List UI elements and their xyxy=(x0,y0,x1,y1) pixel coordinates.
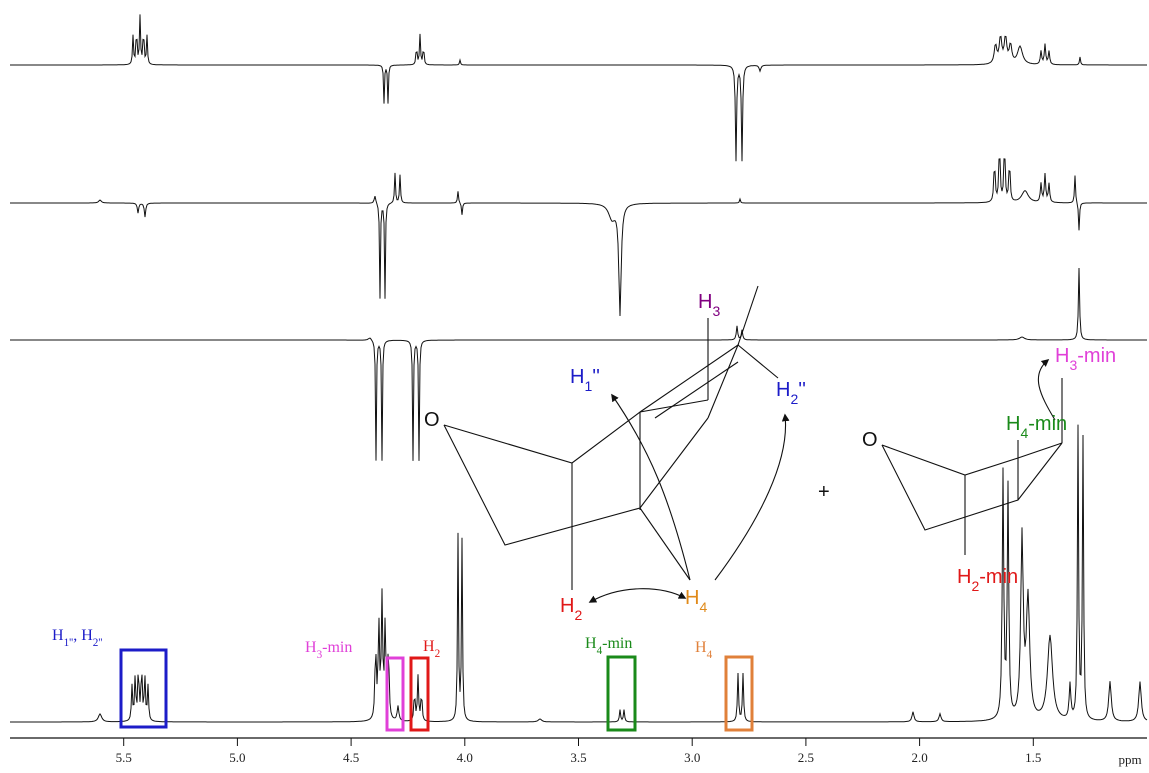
subscript: 2'' xyxy=(93,637,103,649)
peak-label: H3-min xyxy=(305,639,352,661)
spectrum-trace xyxy=(10,267,1147,461)
label-text: O xyxy=(424,409,440,431)
bond xyxy=(639,507,691,581)
subscript: 1 xyxy=(584,378,592,394)
label-text: H xyxy=(1055,345,1069,367)
spectrum-trace xyxy=(10,424,1148,723)
subscript: 2 xyxy=(971,578,979,594)
bond xyxy=(654,361,739,419)
label-text: , H xyxy=(73,627,93,644)
subscript: 3 xyxy=(317,649,323,661)
x-tick-label: 4.5 xyxy=(343,750,359,765)
label-text: H xyxy=(776,379,790,401)
label-text: H xyxy=(695,639,707,656)
spectrum-trace xyxy=(10,14,1147,162)
label-text: O xyxy=(862,429,878,451)
bond xyxy=(443,399,709,464)
label-text: '' xyxy=(592,366,600,388)
x-tick-label: 5.5 xyxy=(116,750,132,765)
bond xyxy=(737,344,779,379)
subscript: 2 xyxy=(790,391,798,407)
label-text: H xyxy=(685,587,699,609)
label-text: H xyxy=(1006,413,1020,435)
label-text: + xyxy=(818,481,830,503)
label-text: H xyxy=(698,291,712,313)
peak-label: H4-min xyxy=(585,635,632,657)
label-text: -min xyxy=(979,566,1018,588)
x-tick-label: 5.0 xyxy=(229,750,245,765)
atom-label: H2-min xyxy=(957,566,1018,594)
label-text: -min xyxy=(322,639,352,656)
x-tick-label: 3.5 xyxy=(570,750,586,765)
x-tick-label: 3.0 xyxy=(684,750,700,765)
label-text: H xyxy=(957,566,971,588)
peak-label: H1'', H2'' xyxy=(52,627,102,649)
x-tick-label: 4.0 xyxy=(457,750,473,765)
subscript: 2 xyxy=(435,648,441,660)
label-text: H xyxy=(305,639,317,656)
atom-label: H3-min xyxy=(1055,345,1116,373)
x-tick-label: 2.5 xyxy=(798,750,814,765)
bond xyxy=(737,285,759,346)
peak-label: H4 xyxy=(695,639,713,661)
atom-label: O xyxy=(862,429,878,451)
arrow xyxy=(588,588,687,603)
atom-label: H2'' xyxy=(776,379,806,407)
subscript: 4 xyxy=(1020,425,1028,441)
x-tick-label: 2.0 xyxy=(911,750,927,765)
atom-label: H2 xyxy=(560,595,582,623)
atom-label: H4-min xyxy=(1006,413,1067,441)
label-text: -min xyxy=(602,635,632,652)
arrow xyxy=(611,393,691,581)
subscript: 4 xyxy=(597,645,603,657)
structure-minor xyxy=(881,359,1063,555)
spectra xyxy=(10,14,1148,723)
subscript: 3 xyxy=(1069,357,1077,373)
label-text: H xyxy=(52,627,64,644)
atom-label: H3 xyxy=(698,291,720,319)
subscript: 1'' xyxy=(64,637,74,649)
atom-label: H1'' xyxy=(570,366,600,394)
peak-box xyxy=(724,655,754,732)
bond xyxy=(881,442,1063,531)
peak-box xyxy=(409,656,430,732)
arrow xyxy=(714,413,790,581)
atom-label: + xyxy=(818,481,830,503)
atom-label: O xyxy=(424,409,440,431)
bond xyxy=(881,442,1063,476)
peak-box xyxy=(119,648,168,729)
label-text: H xyxy=(570,366,584,388)
x-tick-label: 1.5 xyxy=(1025,750,1041,765)
subscript: 4 xyxy=(707,649,713,661)
subscript: 4 xyxy=(699,599,707,615)
bond xyxy=(639,343,740,419)
subscript: 2 xyxy=(574,607,582,623)
label-text: H xyxy=(560,595,574,617)
label-text: H xyxy=(423,638,435,655)
label-text: H xyxy=(585,635,597,652)
spectrum-trace xyxy=(10,158,1147,317)
atom-label: H4 xyxy=(685,587,707,615)
peak-box xyxy=(606,655,637,732)
x-axis-label: ppm xyxy=(1118,752,1141,767)
peak-box xyxy=(385,656,405,732)
label-text: -min xyxy=(1077,345,1116,367)
x-axis: 5.5 5.0 4.5 4.0 3.5 3.0 2.5 2.0 1.5 ppm xyxy=(10,737,1147,767)
label-text: '' xyxy=(798,379,806,401)
subscript: 3 xyxy=(712,303,720,319)
peak-label: H2 xyxy=(423,638,440,660)
arrow xyxy=(1037,359,1056,421)
label-text: -min xyxy=(1028,413,1067,435)
structure-major xyxy=(443,285,790,603)
